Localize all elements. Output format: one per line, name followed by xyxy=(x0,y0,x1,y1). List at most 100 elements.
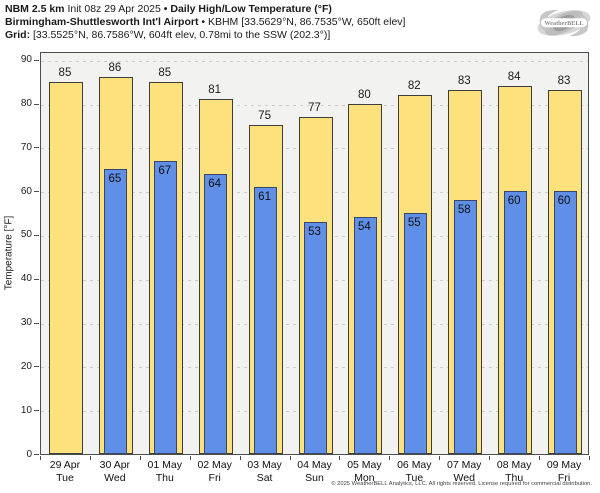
high-value-label: 80 xyxy=(358,88,371,101)
y-tick-70 xyxy=(34,147,39,149)
high-value-label: 75 xyxy=(258,110,271,123)
x-tick-5 xyxy=(289,456,291,460)
y-tick-0 xyxy=(34,454,39,455)
y-tick-label-0: 0 xyxy=(26,448,32,460)
x-label-day: Sat xyxy=(256,471,273,484)
y-tick-label-40: 40 xyxy=(20,273,32,285)
low-value-label: 65 xyxy=(108,173,122,186)
x-label-day: Wed xyxy=(453,471,475,484)
low-bar xyxy=(104,169,128,454)
x-tick-2 xyxy=(139,456,141,460)
y-tick-20 xyxy=(34,366,39,368)
high-bar xyxy=(48,81,83,454)
x-label-date: 09 May xyxy=(546,459,582,471)
high-value-label: 83 xyxy=(557,75,571,88)
gridline-90 xyxy=(41,60,588,62)
x-axis-label: 07 May Wed xyxy=(434,459,494,484)
low-value-label: 61 xyxy=(258,190,271,203)
y-tick-10 xyxy=(34,410,39,412)
y-tick-label-20: 20 xyxy=(20,360,32,372)
low-value-label: 64 xyxy=(208,177,222,190)
x-tick-8 xyxy=(439,456,441,460)
x-axis-label: 02 May Fri xyxy=(185,459,245,484)
init-time: Init 08z 29 Apr 2025 xyxy=(64,3,164,15)
x-axis-label: 05 May Mon xyxy=(334,459,394,484)
x-axis-label: 30 Apr Wed xyxy=(85,459,145,484)
high-value-label: 81 xyxy=(208,84,222,97)
weatherbell-logo: WeatherBELL xyxy=(537,9,591,37)
model-name: NBM 2.5 km xyxy=(5,3,65,15)
low-bar xyxy=(154,160,178,454)
x-tick-7 xyxy=(389,456,391,460)
x-label-day: Tue xyxy=(405,471,424,484)
high-value-label: 86 xyxy=(108,62,122,75)
y-tick-60 xyxy=(34,191,39,193)
x-label-date: 04 May xyxy=(297,459,332,471)
x-tick-1 xyxy=(89,456,91,460)
low-value-label: 54 xyxy=(358,221,371,234)
x-label-day: Thu xyxy=(155,471,174,484)
low-value-label: 55 xyxy=(407,217,421,230)
y-tick-40 xyxy=(34,278,39,280)
low-value-label: 53 xyxy=(308,225,321,238)
x-label-day: Mon xyxy=(354,471,375,484)
gridline-80 xyxy=(41,104,588,106)
y-tick-30 xyxy=(34,322,39,324)
x-label-day: Sun xyxy=(305,471,324,484)
x-label-day: Fri xyxy=(557,471,571,484)
y-tick-label-60: 60 xyxy=(20,185,32,197)
high-value-label: 83 xyxy=(457,75,471,88)
station-line: Birmingham-Shuttlesworth Int'l Airport •… xyxy=(5,16,405,29)
x-axis-label: 04 May Sun xyxy=(285,459,345,484)
y-tick-80 xyxy=(34,103,39,105)
x-tick-6 xyxy=(339,456,341,460)
logo-text: WeatherBELL xyxy=(544,20,583,27)
y-tick-label-90: 90 xyxy=(20,54,32,66)
high-value-label: 77 xyxy=(308,101,321,114)
x-tick-4 xyxy=(239,456,241,460)
grid-label: Grid: xyxy=(5,29,31,41)
low-bar xyxy=(403,213,427,454)
y-tick-label-10: 10 xyxy=(20,404,32,416)
x-label-date: 06 May xyxy=(397,459,432,471)
x-label-date: 29 Apr xyxy=(49,459,81,471)
low-value-label: 67 xyxy=(158,164,172,177)
x-label-date: 01 May xyxy=(147,459,182,471)
high-value-label: 84 xyxy=(507,71,521,84)
x-label-date: 07 May xyxy=(447,459,482,471)
low-bar xyxy=(204,173,228,454)
x-label-date: 08 May xyxy=(496,459,532,471)
y-tick-label-70: 70 xyxy=(20,141,32,153)
low-bar xyxy=(503,191,527,454)
low-bar xyxy=(353,217,377,454)
x-label-day: Tue xyxy=(56,471,74,484)
x-label-date: 03 May xyxy=(247,459,282,471)
x-label-day: Thu xyxy=(505,471,524,484)
x-tick-9 xyxy=(489,456,491,460)
high-value-label: 82 xyxy=(407,79,421,92)
title-line: NBM 2.5 km Init 08z 29 Apr 2025 • Daily … xyxy=(5,3,405,16)
x-tick-11 xyxy=(589,456,590,460)
low-value-label: 58 xyxy=(457,203,471,216)
low-value-label: 60 xyxy=(557,195,571,208)
low-bar xyxy=(254,186,278,454)
low-bar xyxy=(453,199,477,454)
x-label-day: Fri xyxy=(208,471,221,484)
low-value-label: 60 xyxy=(507,195,521,208)
x-label-day: Wed xyxy=(104,471,126,484)
chart-title: • Daily High/Low Temperature (°F) xyxy=(163,3,332,15)
low-bar xyxy=(304,221,327,454)
high-value-label: 85 xyxy=(58,66,72,79)
station-coords: • KBHM [33.5629°N, 86.7535°W, 650ft elev… xyxy=(198,16,406,28)
x-axis-label: 06 May Tue xyxy=(384,459,444,484)
y-tick-90 xyxy=(34,59,39,61)
x-axis-label: 03 May Sat xyxy=(235,459,295,484)
x-axis-label: 01 May Thu xyxy=(135,459,195,484)
high-value-label: 85 xyxy=(158,66,172,79)
y-tick-label-50: 50 xyxy=(20,229,32,241)
grid-line: Grid: [33.5525°N, 86.7586°W, 604ft elev,… xyxy=(5,29,405,42)
low-bar xyxy=(553,191,577,454)
x-tick-0 xyxy=(40,456,41,460)
chart-header: NBM 2.5 km Init 08z 29 Apr 2025 • Daily … xyxy=(5,3,405,42)
